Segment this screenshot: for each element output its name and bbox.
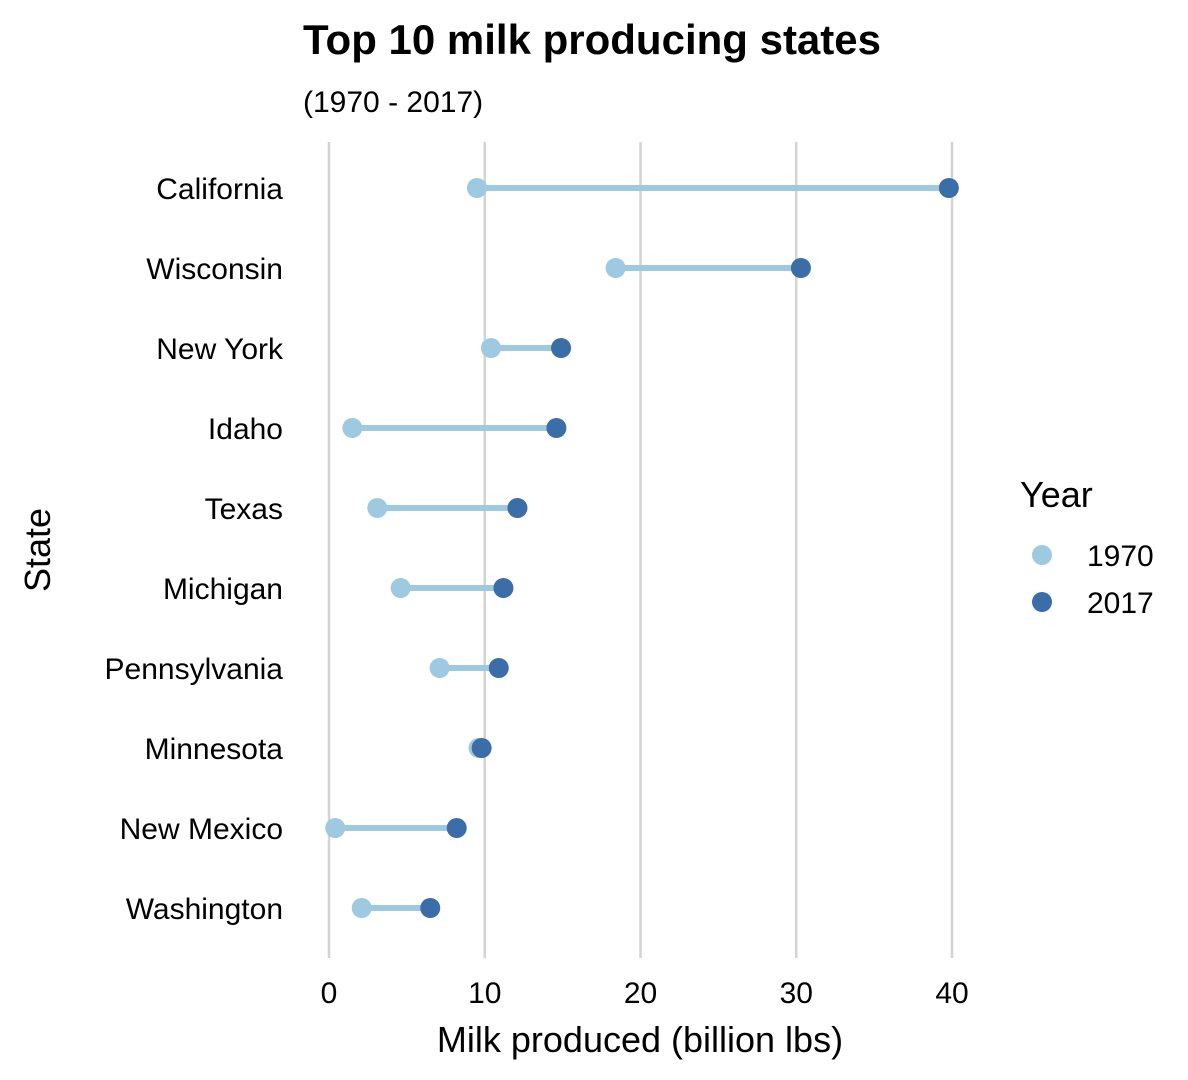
y-axis-title: State xyxy=(17,508,58,592)
y-tick-label: Idaho xyxy=(208,413,283,446)
point-2017 xyxy=(546,418,567,438)
y-tick-label: California xyxy=(156,173,283,206)
x-axis-title: Milk produced (billion lbs) xyxy=(437,1019,843,1060)
y-tick-label: Texas xyxy=(205,493,283,526)
x-tick-label: 40 xyxy=(935,977,968,1010)
point-2017 xyxy=(790,258,811,278)
point-1970 xyxy=(325,818,346,838)
point-1970 xyxy=(480,338,501,358)
point-1970 xyxy=(466,178,487,198)
y-tick-label: New York xyxy=(156,333,284,366)
point-2017 xyxy=(471,738,492,758)
point-2017 xyxy=(446,818,467,838)
legend-label: 2017 xyxy=(1087,587,1154,620)
y-tick-label: New Mexico xyxy=(120,813,283,846)
point-1970 xyxy=(429,658,450,678)
x-tick-label: 20 xyxy=(624,977,657,1010)
legend-key-2017 xyxy=(1032,592,1052,612)
data-points xyxy=(325,178,959,918)
y-tick-label: Michigan xyxy=(163,573,283,606)
y-tick-label: Minnesota xyxy=(145,733,284,766)
x-tick-label: 0 xyxy=(321,977,338,1010)
x-tick-label: 30 xyxy=(780,977,813,1010)
legend-title: Year xyxy=(1020,474,1093,515)
point-1970 xyxy=(367,498,388,518)
point-1970 xyxy=(342,418,363,438)
point-2017 xyxy=(938,178,959,198)
point-2017 xyxy=(420,898,441,918)
y-tick-label: Washington xyxy=(126,893,283,926)
y-tick-label: Pennsylvania xyxy=(105,653,284,686)
point-1970 xyxy=(351,898,372,918)
chart-title: Top 10 milk producing states xyxy=(303,16,881,63)
point-1970 xyxy=(390,578,411,598)
y-tick-labels: California Wisconsin New York Idaho Texas Mic… xyxy=(105,173,284,926)
y-tick-label: Wisconsin xyxy=(146,253,283,286)
point-2017 xyxy=(507,498,528,518)
point-2017 xyxy=(488,658,509,678)
x-tick-label: 10 xyxy=(468,977,501,1010)
grid-lines xyxy=(327,142,954,958)
legend-label: 1970 xyxy=(1087,540,1154,573)
point-2017 xyxy=(551,338,572,358)
point-1970 xyxy=(605,258,626,278)
legend-key-1970 xyxy=(1032,545,1052,565)
x-tick-labels: 0 10 20 30 40 xyxy=(321,977,969,1010)
chart-subtitle: (1970 - 2017) xyxy=(303,86,483,119)
segments xyxy=(335,185,949,911)
point-2017 xyxy=(493,578,514,598)
legend: Year 1970 2017 xyxy=(1020,474,1154,620)
